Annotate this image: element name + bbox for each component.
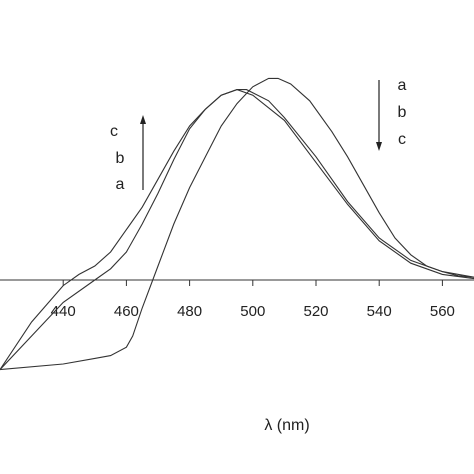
x-axis-tick-labels: 440 460 480 500 520 540 560	[51, 303, 455, 320]
x-axis-label: λ (nm)	[264, 417, 309, 434]
right-label-1: a	[398, 77, 407, 94]
right-label-3: c	[398, 131, 406, 148]
series-line-c	[0, 89, 474, 370]
x-tick-label-440: 440	[51, 303, 76, 320]
left-label-2: b	[116, 150, 125, 167]
left-label-3: a	[116, 176, 125, 193]
series-line-a	[0, 77, 474, 371]
spectrum-curves	[0, 77, 474, 371]
x-tick-label-520: 520	[303, 303, 328, 320]
down-arrow	[376, 80, 382, 151]
left-label-1: c	[110, 123, 118, 140]
x-tick-label-560: 560	[430, 303, 455, 320]
x-axis-ticks	[62, 280, 443, 286]
x-tick-label-500: 500	[240, 303, 265, 320]
x-tick-label-480: 480	[177, 303, 202, 320]
right-label-2: b	[398, 104, 407, 121]
up-arrow	[140, 115, 146, 190]
x-tick-label-460: 460	[114, 303, 139, 320]
x-tick-label-540: 540	[367, 303, 392, 320]
